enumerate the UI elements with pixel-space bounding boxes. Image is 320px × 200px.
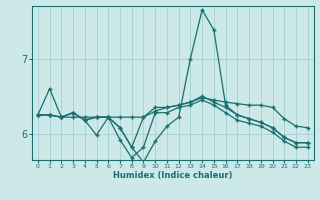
X-axis label: Humidex (Indice chaleur): Humidex (Indice chaleur) [113, 171, 233, 180]
